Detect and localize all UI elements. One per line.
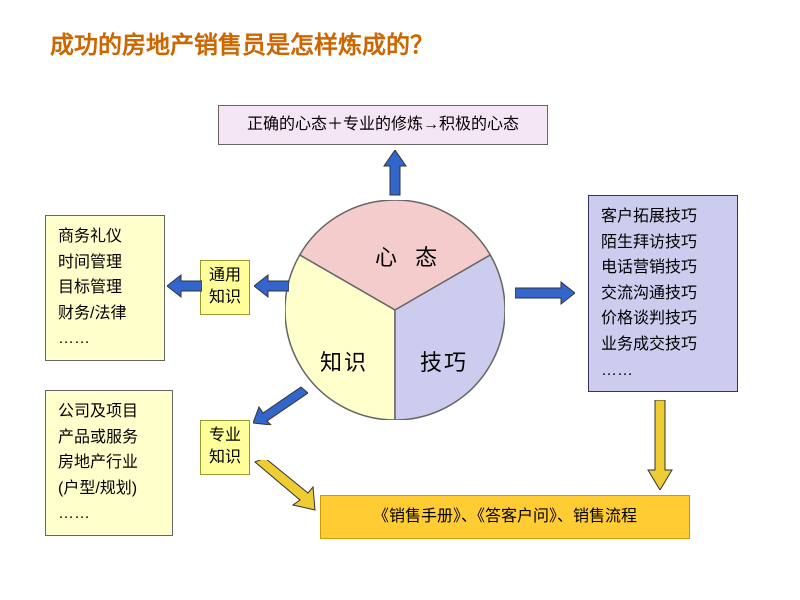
pie-chart	[285, 200, 505, 425]
list-item: 产品或服务	[58, 425, 160, 451]
list-item: ……	[601, 358, 725, 384]
list-item: 价格谈判技巧	[601, 306, 725, 332]
general-knowledge-label: 通用 知识	[200, 260, 250, 315]
right-box-skills: 客户拓展技巧 陌生拜访技巧 电话营销技巧 交流沟通技巧 价格谈判技巧 业务成交技…	[588, 195, 738, 392]
arrow-up-icon	[380, 150, 410, 200]
list-item: 电话营销技巧	[601, 255, 725, 281]
list-item: ……	[58, 326, 152, 352]
list-item: 目标管理	[58, 275, 152, 301]
label-line: 专业	[209, 425, 241, 447]
pie-label-knowledge: 知识	[320, 345, 368, 377]
arrow-diag-blue-icon	[253, 385, 308, 425]
list-item: 陌生拜访技巧	[601, 230, 725, 256]
list-item: 公司及项目	[58, 399, 160, 425]
arrow-down-yellow-icon	[645, 400, 675, 490]
arrow-right-icon	[515, 280, 575, 306]
list-item: (户型/规划)	[58, 476, 160, 502]
page-title: 成功的房地产销售员是怎样炼成的？	[50, 25, 434, 60]
list-item: 客户拓展技巧	[601, 204, 725, 230]
arrow-diag-yellow-icon	[253, 460, 323, 515]
professional-knowledge-label: 专业 知识	[200, 420, 250, 475]
list-item: 财务/法律	[58, 301, 152, 327]
left-bottom-box-professional: 公司及项目 产品或服务 房地产行业 (户型/规划) ……	[45, 390, 173, 536]
pie-label-skill: 技巧	[420, 345, 468, 377]
label-line: 知识	[209, 287, 241, 309]
list-item: 商务礼仪	[58, 224, 152, 250]
top-box-mindset: 正确的心态＋专业的修炼→积极的心态	[218, 105, 548, 145]
list-item: 业务成交技巧	[601, 332, 725, 358]
list-item: ……	[58, 501, 160, 527]
pie-label-mindset: 心 态	[375, 240, 443, 272]
bottom-box-materials: 《销售手册》、《答客户问》、销售流程	[320, 495, 690, 539]
arrow-left-icon	[167, 273, 202, 299]
list-item: 时间管理	[58, 250, 152, 276]
label-line: 通用	[209, 265, 241, 287]
left-box-general: 商务礼仪 时间管理 目标管理 财务/法律 ……	[45, 215, 165, 361]
arrow-left2-icon	[254, 273, 289, 299]
label-line: 知识	[209, 447, 241, 469]
list-item: 交流沟通技巧	[601, 281, 725, 307]
list-item: 房地产行业	[58, 450, 160, 476]
